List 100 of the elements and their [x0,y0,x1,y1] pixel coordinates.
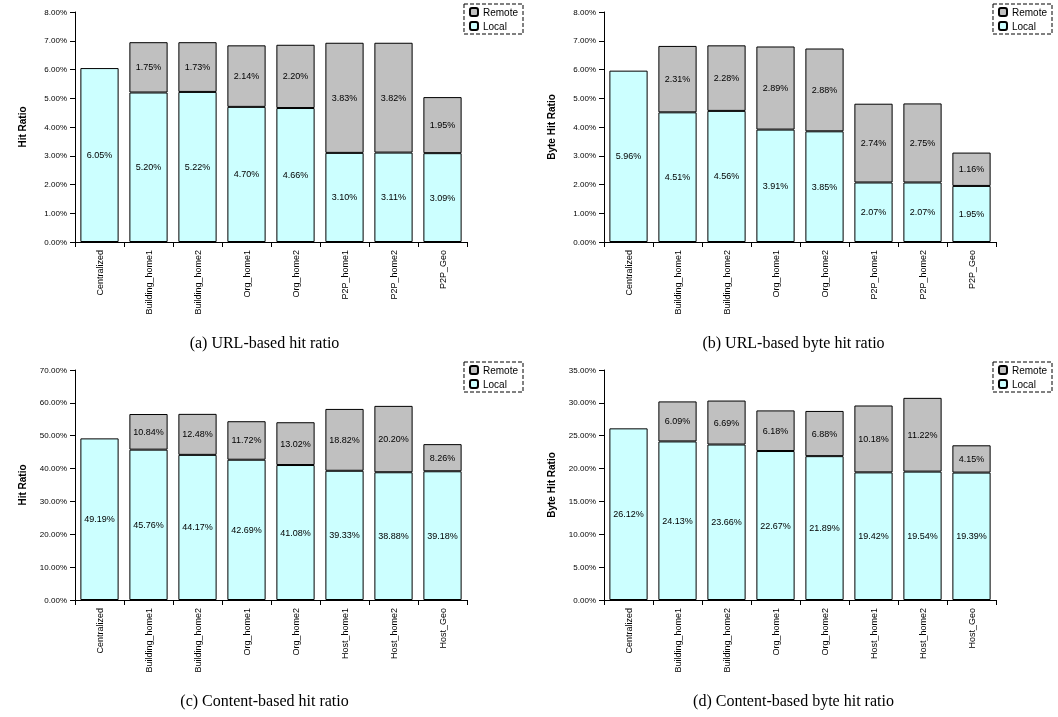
x-tick-label: P2P_home1 [339,250,350,300]
x-tick-label: Host_home2 [388,608,399,660]
y-tick-label: 8.00% [44,7,67,17]
legend-label: Remote [482,364,519,376]
text: (b) URL-based byte hit ratio [702,333,885,352]
data-label: 18.82% [329,434,360,445]
y-tick-label: 60.00% [39,398,67,408]
data-label: 19.39% [956,531,987,542]
x-tick-label: Centralized [623,250,634,296]
x-tick-label: Building_home2 [192,608,203,673]
x-tick-label: Building_home1 [143,608,154,673]
y-tick-label: 5.00% [44,93,67,103]
y-tick-label: 50.00% [39,431,67,441]
data-label: 2.20% [282,71,309,82]
data-label: 1.16% [958,164,985,175]
data-label: 4.56% [713,171,740,182]
x-tick-label: Org_home2 [819,608,830,656]
x-tick-label: Host_Geo [966,608,977,649]
legend-label: Remote [482,6,519,18]
y-tick-label: 35.00% [568,365,596,375]
data-label: 39.18% [427,530,458,541]
x-tick-label: P2P_home2 [388,250,399,300]
y-tick-label: 30.00% [568,398,596,408]
y-tick-label: 30.00% [39,496,67,506]
y-tick-label: 10.00% [39,562,67,572]
y-tick-label: 1.00% [44,208,67,218]
data-label: 3.10% [331,192,358,203]
y-tick-label: 1.00% [573,208,596,218]
y-tick-label: 5.00% [573,93,596,103]
legend-label: Remote [1011,364,1048,376]
y-tick-label: 7.00% [573,36,596,46]
data-label: 12.48% [182,429,213,440]
x-tick-label: Host_home1 [339,608,350,660]
data-label: 4.51% [664,172,691,183]
x-tick-label: Org_home1 [241,608,252,656]
x-tick-label: Org_home2 [819,250,830,298]
data-label: 2.07% [909,207,936,218]
y-tick-label: 0.00% [573,237,596,247]
x-tick-label: Centralized [94,250,105,296]
data-label: 11.72% [231,435,262,446]
data-label: 11.22% [907,429,938,440]
x-tick-label: Centralized [94,608,105,654]
y-tick-label: 6.00% [573,65,596,74]
y-tick-label: 3.00% [573,151,596,161]
y-axis-title: Hit Ratio [16,106,28,148]
y-tick-label: 4.00% [44,122,67,132]
data-label: 5.22% [184,161,211,172]
y-axis-title: Byte Hit Ratio [545,452,557,518]
y-tick-label: 5.00% [573,562,596,572]
data-label: 4.66% [282,170,309,181]
data-label: 2.07% [860,207,887,218]
data-label: 44.17% [182,522,213,533]
x-tick-label: Org_home1 [770,250,781,298]
data-label: 42.69% [231,524,262,535]
x-tick-label: Building_home1 [143,250,154,315]
data-label: 21.89% [809,523,840,534]
data-label: 2.31% [664,74,691,85]
data-label: 3.83% [331,92,358,103]
data-label: 2.74% [860,138,887,149]
legend-label: Local [1011,20,1036,32]
x-tick-label: Building_home2 [192,250,203,315]
x-tick-label: P2P_Geo [437,250,448,290]
data-label: 3.82% [380,92,407,103]
y-tick-label: 0.00% [44,237,67,247]
y-tick-label: 6.00% [44,65,67,74]
y-tick-label: 20.00% [568,464,596,474]
x-tick-label: P2P_Geo [966,250,977,290]
data-label: 5.20% [135,162,162,173]
data-label: 19.54% [907,530,938,541]
data-label: 3.85% [811,181,838,192]
x-tick-label: Building_home1 [672,250,683,315]
data-label: 39.33% [329,530,360,541]
y-axis-title: Hit Ratio [16,464,28,506]
x-tick-label: Building_home2 [721,608,732,673]
y-tick-label: 3.00% [44,151,67,161]
data-label: 2.89% [762,83,789,94]
y-tick-label: 8.00% [573,7,596,17]
legend-label: Local [482,378,507,390]
data-label: 2.88% [811,84,838,95]
data-label: 5.96% [615,151,642,162]
data-label: 22.67% [760,520,791,531]
data-label: 10.84% [133,426,164,437]
y-tick-label: 15.00% [568,496,596,506]
x-tick-label: Host_home2 [917,608,928,660]
x-tick-label: P2P_home2 [917,250,928,300]
data-label: 3.91% [762,180,789,191]
y-tick-label: 25.00% [568,431,596,441]
data-label: 23.66% [711,517,742,528]
x-tick-label: P2P_home1 [868,250,879,300]
data-label: 2.14% [233,71,260,82]
data-label: 6.18% [762,425,789,436]
x-tick-label: Org_home2 [290,608,301,656]
y-tick-label: 4.00% [573,122,596,132]
data-label: 19.42% [858,531,889,542]
data-label: 1.75% [135,62,162,73]
y-tick-label: 40.00% [39,464,67,474]
data-label: 3.09% [429,192,456,203]
y-tick-label: 70.00% [39,365,67,375]
legend-label: Remote [1011,6,1048,18]
text: (d) Content-based byte hit ratio [693,691,894,710]
